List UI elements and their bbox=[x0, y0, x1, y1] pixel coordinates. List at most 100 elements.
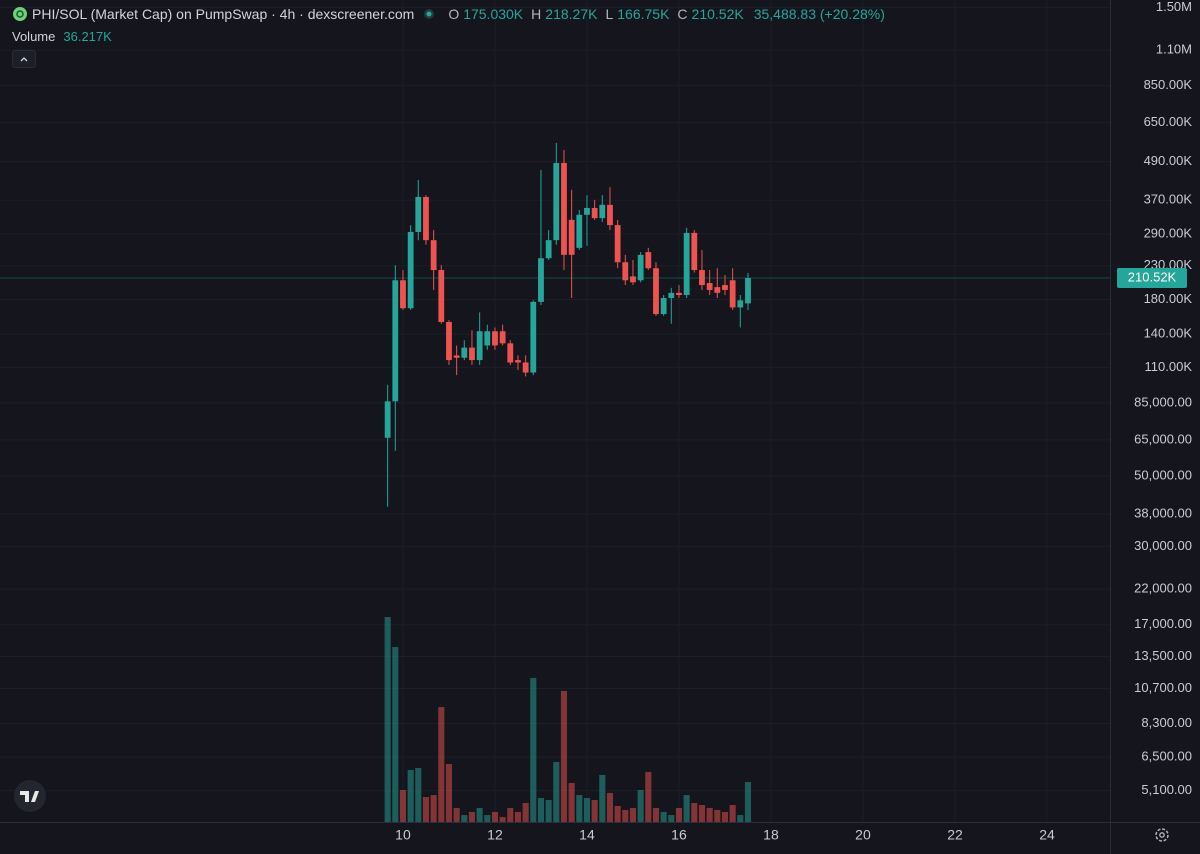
volume-bar bbox=[545, 800, 552, 822]
volume-bar bbox=[714, 809, 721, 822]
candle-body bbox=[446, 321, 452, 361]
collapse-button[interactable] bbox=[12, 50, 36, 68]
y-tick-label: 22,000.00 bbox=[1134, 581, 1192, 596]
ohlc-key: L bbox=[605, 6, 614, 22]
y-tick-label: 5,100.00 bbox=[1141, 782, 1192, 797]
volume-bar bbox=[591, 800, 598, 822]
y-tick-label: 1.10M bbox=[1156, 42, 1192, 57]
y-tick-label: 13,500.00 bbox=[1134, 648, 1192, 663]
status-dot bbox=[424, 9, 435, 19]
candle-body bbox=[476, 331, 483, 361]
y-tick-label: 10,700.00 bbox=[1134, 680, 1192, 695]
y-tick-label: 85,000.00 bbox=[1134, 394, 1192, 409]
candle-body bbox=[499, 331, 506, 344]
candle-body bbox=[507, 343, 514, 363]
token-logo bbox=[13, 7, 27, 21]
candle-body bbox=[492, 331, 498, 346]
candle-body bbox=[645, 252, 652, 269]
volume-bar bbox=[683, 795, 690, 822]
y-tick-label: 38,000.00 bbox=[1134, 505, 1192, 520]
volume-bar bbox=[660, 811, 667, 822]
volume-bar bbox=[599, 774, 606, 822]
candle-body bbox=[653, 268, 659, 315]
y-tick-label: 490.00K bbox=[1144, 153, 1193, 168]
volume-bar bbox=[737, 815, 744, 822]
candle-body bbox=[607, 204, 613, 226]
last-price-tag bbox=[1117, 267, 1187, 288]
volume-title: Volume bbox=[12, 29, 56, 44]
volume-bar bbox=[453, 807, 460, 822]
volume-bar bbox=[491, 811, 499, 822]
ohlc-value: 166.75K bbox=[617, 6, 670, 22]
candle-body bbox=[561, 162, 567, 255]
volume-bar bbox=[407, 769, 414, 822]
volume-bar bbox=[698, 804, 706, 822]
volume-bar bbox=[606, 792, 614, 822]
candle-body bbox=[683, 232, 690, 296]
header: PHI/SOL (Market Cap) on PumpSwap · 4h · … bbox=[12, 6, 885, 22]
ohlc-value: 210.52K bbox=[691, 6, 744, 22]
ohlc-key: C bbox=[677, 6, 688, 22]
volume-bar bbox=[629, 807, 637, 822]
tradingview-logo bbox=[14, 780, 46, 812]
candle-body bbox=[415, 196, 422, 232]
volume-bar bbox=[438, 707, 445, 822]
volume-bar bbox=[399, 789, 407, 822]
volume-bar bbox=[468, 811, 476, 822]
volume-bar bbox=[499, 817, 506, 822]
volume-bar bbox=[568, 783, 575, 822]
candle-body bbox=[722, 285, 728, 290]
candle-body bbox=[522, 362, 529, 373]
ohlc-key: H bbox=[531, 6, 542, 22]
candle-body bbox=[407, 231, 414, 309]
volume-bar bbox=[530, 677, 537, 822]
volume-bar bbox=[537, 798, 545, 822]
candle-body bbox=[622, 262, 629, 281]
volume-bar bbox=[522, 803, 529, 822]
candle-body bbox=[538, 258, 544, 302]
candle-body bbox=[484, 331, 491, 346]
volume-bar bbox=[392, 647, 399, 822]
volume-bar bbox=[514, 811, 522, 822]
candle-body bbox=[691, 232, 698, 271]
volume-bar bbox=[744, 781, 752, 822]
candle-body bbox=[400, 280, 406, 309]
gear-inner bbox=[1159, 832, 1165, 838]
candle-body bbox=[714, 287, 721, 293]
settings-button[interactable] bbox=[1155, 828, 1169, 842]
candle-body bbox=[530, 301, 537, 373]
candle-body bbox=[392, 280, 399, 402]
y-tick-label: 850.00K bbox=[1144, 77, 1193, 92]
ohlc-key: O bbox=[448, 6, 460, 22]
candle-body bbox=[568, 219, 575, 255]
y-tick-label: 110.00K bbox=[1145, 359, 1193, 374]
candle-body bbox=[430, 240, 437, 271]
volume-bar bbox=[507, 807, 514, 822]
last-price-label: 210.52K bbox=[1128, 269, 1177, 284]
candle-body bbox=[515, 360, 521, 363]
candle-body bbox=[461, 347, 468, 358]
candle-body bbox=[553, 162, 560, 241]
y-tick-label: 65,000.00 bbox=[1134, 431, 1192, 446]
candle-body bbox=[384, 401, 391, 438]
volume-header: Volume 36.217K bbox=[12, 29, 112, 44]
volume-bar bbox=[583, 798, 591, 822]
candle-body bbox=[591, 207, 598, 219]
change-label: 35,488.83 (+20.28%) bbox=[753, 6, 885, 22]
y-tick-label: 1.50M bbox=[1156, 0, 1192, 14]
candle-body bbox=[668, 292, 675, 299]
candle-body bbox=[584, 207, 590, 215]
volume-bar bbox=[675, 807, 683, 822]
volume-bar bbox=[476, 807, 483, 822]
candle-body bbox=[453, 355, 460, 358]
volume-bar bbox=[576, 795, 583, 822]
volume-bar bbox=[645, 771, 652, 822]
candle-body bbox=[438, 270, 445, 322]
y-tick-label: 6,500.00 bbox=[1141, 749, 1192, 764]
volume-bar bbox=[560, 691, 568, 822]
candle-body bbox=[630, 276, 636, 283]
x-tick-label: 20 bbox=[855, 827, 871, 843]
collapse-icon bbox=[20, 57, 28, 62]
volume-bar bbox=[415, 767, 422, 822]
